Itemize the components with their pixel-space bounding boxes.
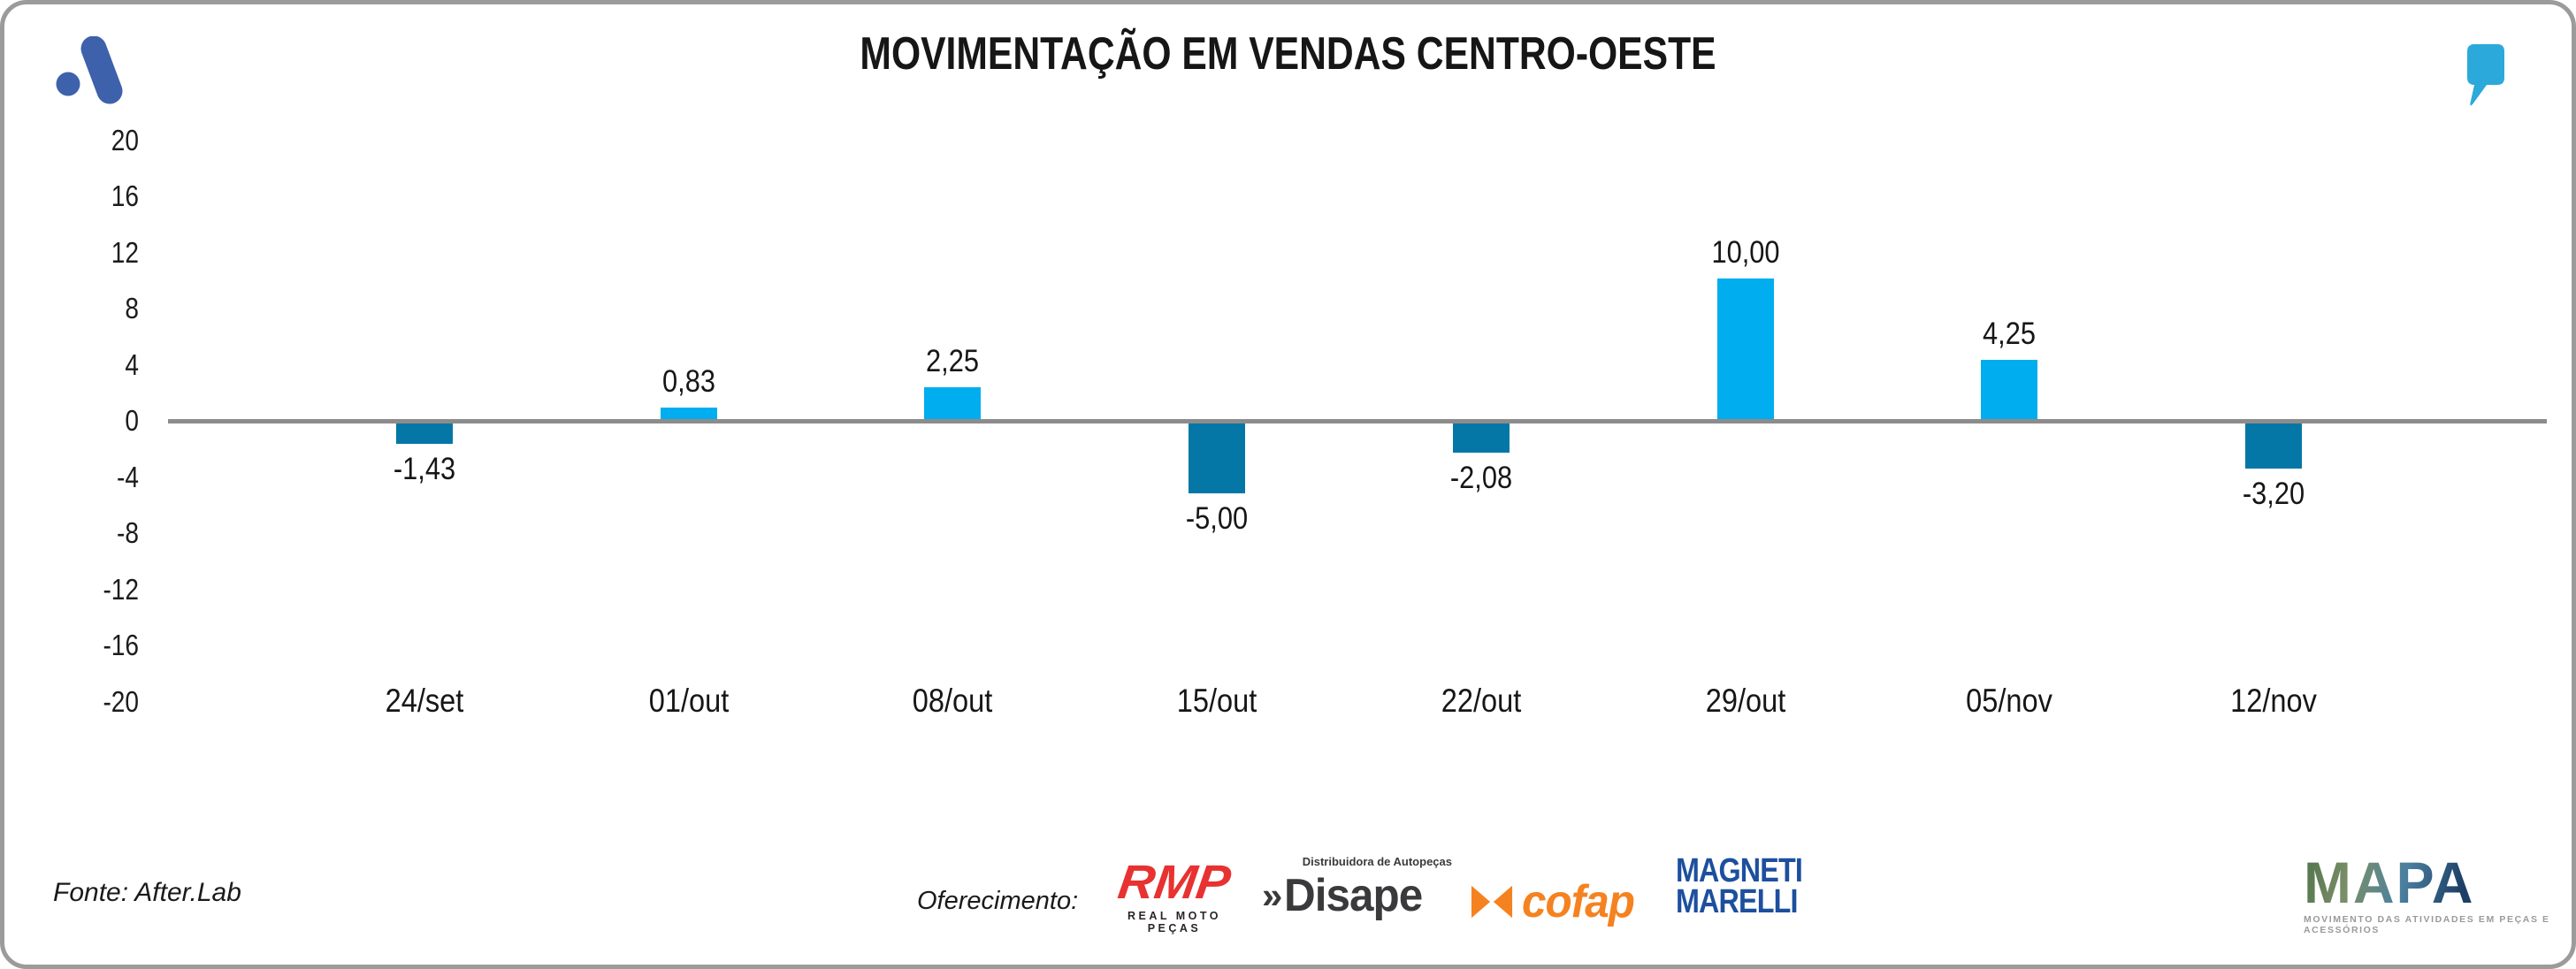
bar-value-label: -5,00 xyxy=(1185,501,1249,537)
y-tick-label: 12 xyxy=(111,235,139,269)
mapa-logo: MAPA MOVIMENTO DAS ATIVIDADES EM PEÇAS E… xyxy=(2304,853,2551,935)
x-axis-label: 05/nov xyxy=(1966,683,2053,719)
x-axis-label: 22/out xyxy=(1441,683,1522,719)
disape-logo: Distribuidora de Autopeças » Disape xyxy=(1262,855,1452,922)
magneti-marelli-line1: MAGNETI xyxy=(1676,852,1803,889)
bar-22-out xyxy=(1452,423,1510,454)
source-note: Fonte: After.Lab xyxy=(53,878,241,907)
bar-value-label: -3,20 xyxy=(2242,476,2305,511)
plot-area: -1,43 24/set 0,83 01/out 2,25 08/out -5,00 15/o… xyxy=(4,4,2572,965)
zero-axis-line xyxy=(168,419,2547,423)
disape-chevrons-icon: » xyxy=(1262,874,1282,916)
bar-24-set xyxy=(396,423,453,444)
x-axis-label: 24/set xyxy=(385,683,464,719)
cofap-x-icon xyxy=(1471,885,1513,919)
afterlab-logo-icon xyxy=(56,36,123,104)
bar-value-label: -1,43 xyxy=(393,451,456,486)
magneti-marelli-line2: MARELLI xyxy=(1676,882,1798,920)
x-axis-label: 01/out xyxy=(648,683,729,719)
mapa-logo-subtitle: MOVIMENTO DAS ATIVIDADES EM PEÇAS E ACES… xyxy=(2304,914,2550,935)
magneti-marelli-logo: MAGNETI MARELLI xyxy=(1665,852,1807,920)
x-axis-label: 29/out xyxy=(1705,683,1785,719)
y-tick-label: -8 xyxy=(117,516,139,549)
bar-value-label: 0,83 xyxy=(661,363,715,399)
bar-08-out xyxy=(924,387,982,419)
x-axis-label: 15/out xyxy=(1176,683,1257,719)
bar-value-label: 4,25 xyxy=(1983,316,2037,351)
bar-15-out xyxy=(1189,423,1246,494)
cofap-logo-text: cofap xyxy=(1522,876,1635,927)
cofap-logo: cofap xyxy=(1471,875,1640,928)
y-tick-label: -4 xyxy=(117,460,139,493)
y-tick-label: -20 xyxy=(103,684,139,718)
quote-icon xyxy=(2467,44,2504,106)
bar-29-out xyxy=(1716,278,1774,419)
bar-value-label: 2,25 xyxy=(926,344,980,379)
disape-logo-text: Disape xyxy=(1284,870,1423,921)
y-tick-label: 8 xyxy=(125,292,139,324)
y-tick-label: -16 xyxy=(103,629,139,661)
y-tick-label: -12 xyxy=(103,572,139,606)
y-tick-label: 20 xyxy=(111,123,139,156)
y-axis: 20 16 12 8 4 0 -4 -8 -12 -16 -20 xyxy=(38,4,139,965)
mapa-logo-text: MAPA xyxy=(2304,850,2475,915)
rmp-logo: RMP REAL MOTO PEÇAS xyxy=(1104,855,1245,935)
bar-value-label: -2,08 xyxy=(1449,461,1512,496)
x-axis-label: 12/nov xyxy=(2230,683,2317,719)
rmp-logo-text: RMP xyxy=(1114,856,1234,909)
bar-value-label: 10,00 xyxy=(1710,235,1780,271)
bar-05-nov xyxy=(1981,359,2038,419)
chart-title: MOVIMENTAÇÃO EM VENDAS CENTRO-OESTE xyxy=(860,28,1716,80)
offering-label: Oferecimento: xyxy=(917,887,1079,915)
disape-logo-subtitle: Distribuidora de Autopeças xyxy=(1302,855,1452,868)
y-tick-label: 16 xyxy=(111,179,139,212)
y-tick-label: 4 xyxy=(125,347,139,381)
y-tick-label: 0 xyxy=(125,404,139,437)
x-axis-label: 08/out xyxy=(913,683,993,719)
rmp-logo-subtitle: REAL MOTO PEÇAS xyxy=(1127,910,1222,935)
bar-12-nov xyxy=(2244,423,2302,469)
bar-01-out xyxy=(660,407,717,419)
